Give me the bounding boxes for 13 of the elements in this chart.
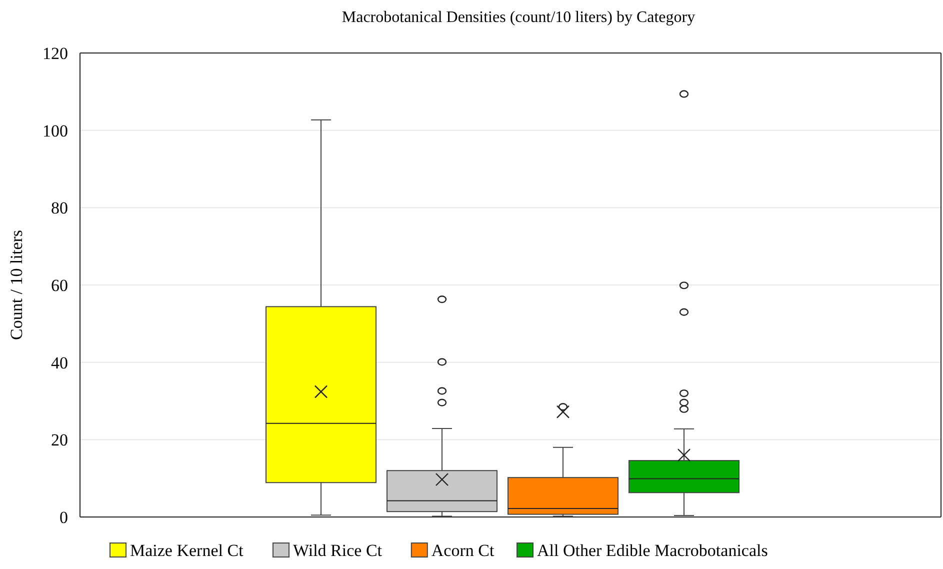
legend-label: Maize Kernel Ct [130,541,244,560]
y-tick-label: 120 [42,44,68,63]
legend-label: All Other Edible Macrobotanicals [537,541,768,560]
y-tick-label: 100 [42,121,68,140]
y-axis-title: Count / 10 liters [7,230,26,340]
y-tick-label: 20 [51,430,68,450]
y-tick-label: 60 [51,276,68,295]
y-tick-label: 0 [60,508,68,527]
legend-label: Acorn Ct [431,541,494,560]
chart-title: Macrobotanical Densities (count/10 liters) by Category [342,9,696,26]
legend-label: Wild Rice Ct [293,541,382,560]
y-tick-label: 40 [51,353,68,372]
y-tick-label: 80 [51,198,68,218]
